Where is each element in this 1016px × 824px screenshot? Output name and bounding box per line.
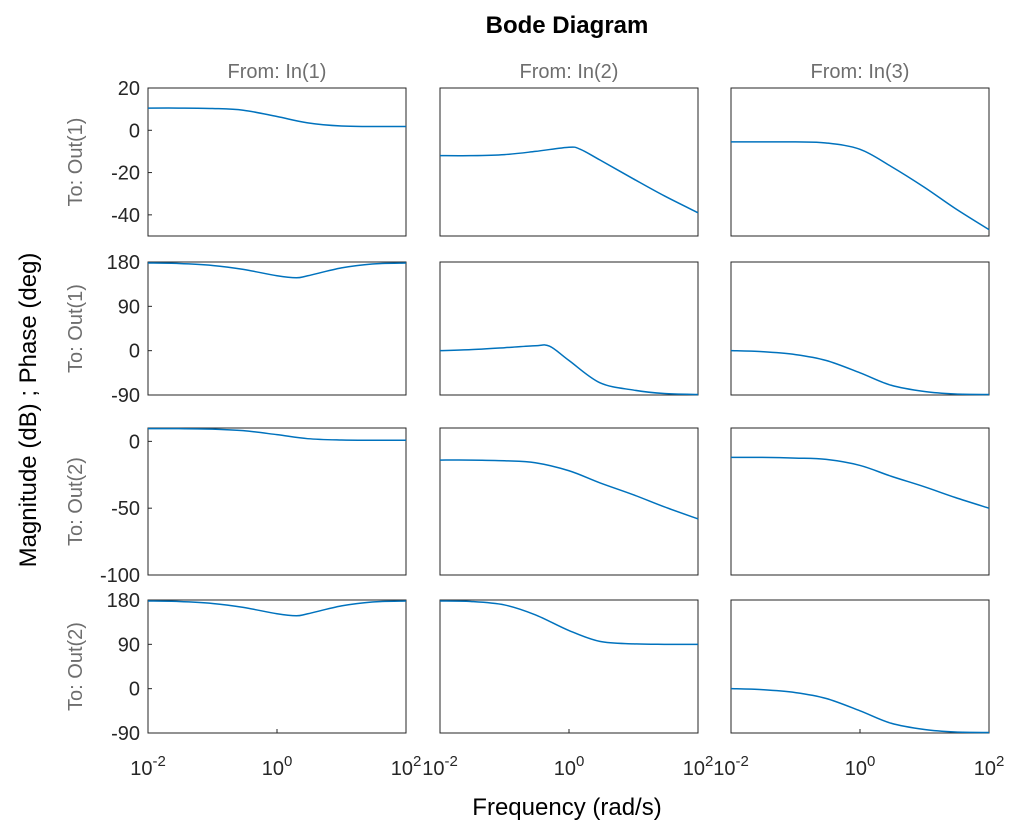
y-tick-label: -90 [111,385,140,407]
bode-curve-row3-col3 [730,456,990,509]
subplot-frame [730,261,990,396]
x-tick-label: 100 [262,753,293,780]
y-axis-label: Magnitude (dB) ; Phase (deg) [15,253,42,568]
bode-curve-row2-col1 [147,262,407,279]
bode-curve-row1-col3 [731,141,990,231]
y-tick-label: 0 [129,120,140,142]
subplot-frame [439,599,699,734]
y-tick-label: 0 [129,431,140,453]
subplot-frame [439,261,699,396]
bode-curve-row1-col2 [439,146,699,214]
x-tick-label: 10-2 [422,753,458,780]
row-label-3: To: Out(2) [65,457,87,546]
column-title-1: From: In(1) [228,61,327,83]
bode-curve-row1-col1 [147,107,407,128]
subplot-frame [147,261,407,396]
chart-title: Bode Diagram [486,12,649,39]
subplot-frame [730,427,990,576]
row-label-2: To: Out(1) [65,284,87,373]
x-axis-label: Frequency (rad/s) [472,794,661,821]
y-tick-label: -40 [111,205,140,227]
y-tick-label: 180 [107,252,140,274]
bode-curve-row4-col1 [147,600,407,617]
x-tick-label: 100 [554,753,585,780]
x-tick-label: 102 [683,753,714,780]
bode-curve-row3-col1 [147,427,407,442]
y-tick-label: -90 [111,723,140,745]
bode-curve-row4-col2 [439,600,699,646]
x-tick-label: 10-2 [713,753,749,780]
subplot-frame [147,87,407,237]
x-tick-label: 102 [391,753,422,780]
y-tick-label: -100 [100,565,140,587]
row-label-4: To: Out(2) [65,622,87,711]
subplot-grid: From: In(1) From: In(2) From: In(3) To: Out… [65,61,1004,780]
bode-curve-row2-col3 [730,349,990,396]
row-label-1: To: Out(1) [65,118,87,207]
x-tick-label: 102 [974,753,1005,780]
subplot-frame [147,599,407,734]
subplot-frame [147,427,407,576]
y-tick-label: 20 [118,78,140,100]
y-tick-label: 90 [118,634,140,656]
subplot-frame [730,87,990,237]
subplot-frame [439,427,699,576]
x-tick-label: 10-2 [130,753,166,780]
bode-curve-row2-col2 [439,344,699,396]
y-tick-label: -20 [111,163,140,185]
y-tick-label: -50 [111,498,140,520]
bode-curve-row4-col3 [730,687,990,734]
y-tick-label: 0 [129,341,140,363]
x-tick-label: 100 [845,753,876,780]
y-tick-label: 180 [107,590,140,612]
y-tick-label: 90 [118,296,140,318]
column-title-3: From: In(3) [811,61,910,83]
column-title-2: From: In(2) [520,61,619,83]
subplot-frame [730,599,990,734]
subplot-frame [439,87,699,237]
y-tick-label: 0 [129,679,140,701]
bode-curve-row3-col2 [439,459,699,520]
